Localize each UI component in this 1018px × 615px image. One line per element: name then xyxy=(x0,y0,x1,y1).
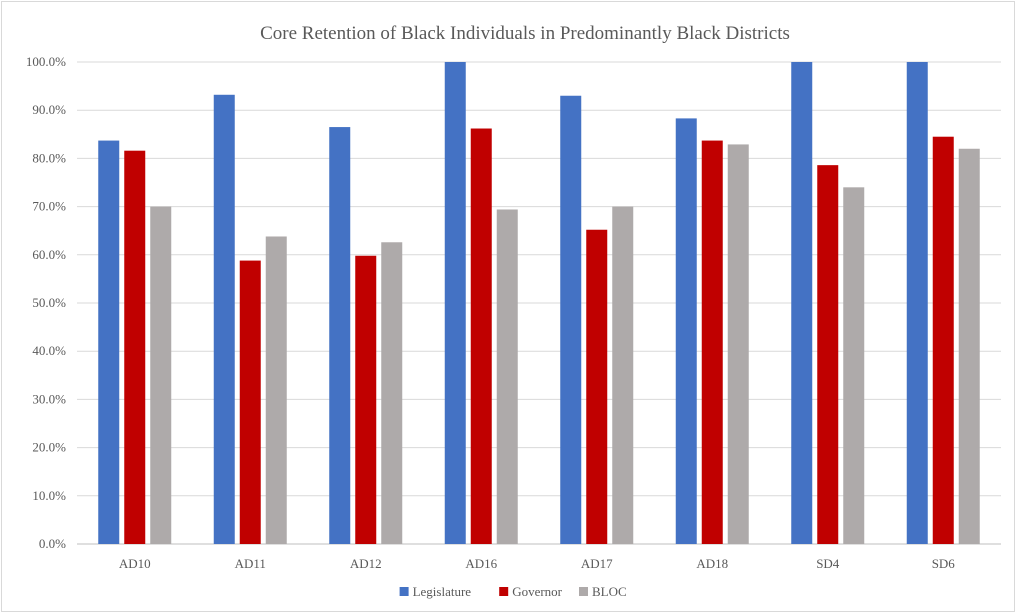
bar-bloc-ad16 xyxy=(496,209,518,544)
x-tick-label: SD4 xyxy=(816,556,840,571)
y-tick-label: 100.0% xyxy=(26,54,66,69)
y-tick-label: 50.0% xyxy=(32,295,66,310)
bar-bloc-ad10 xyxy=(150,206,172,544)
bar-governor-sd4 xyxy=(817,165,839,544)
x-tick-label: AD10 xyxy=(119,556,151,571)
x-tick-label: AD17 xyxy=(581,556,613,571)
bar-legislature-ad18 xyxy=(675,118,697,545)
bar-legislature-ad17 xyxy=(560,95,582,545)
bar-governor-ad18 xyxy=(701,140,723,545)
y-tick-label: 20.0% xyxy=(32,440,66,455)
bar-bloc-ad11 xyxy=(265,236,287,544)
y-tick-label: 40.0% xyxy=(32,343,66,358)
legend-label-bloc: BLOC xyxy=(592,584,627,599)
legend-swatch-governor xyxy=(499,587,509,596)
bar-legislature-ad12 xyxy=(329,127,351,544)
x-tick-label: AD16 xyxy=(465,556,497,571)
bar-legislature-sd6 xyxy=(906,62,928,544)
bars xyxy=(98,62,980,545)
bar-governor-ad11 xyxy=(239,260,261,544)
bar-governor-sd6 xyxy=(932,136,954,544)
bar-bloc-ad17 xyxy=(612,206,634,544)
y-tick-label: 80.0% xyxy=(32,150,66,165)
bar-bloc-ad18 xyxy=(727,144,749,544)
x-tick-label: AD11 xyxy=(235,556,266,571)
bar-governor-ad16 xyxy=(470,128,492,545)
y-tick-label: 0.0% xyxy=(39,536,66,551)
bar-governor-ad12 xyxy=(355,255,377,544)
legend-swatch-bloc xyxy=(579,587,588,596)
bar-legislature-ad16 xyxy=(444,62,466,544)
legend: Legislature Governor BLOC xyxy=(399,584,627,599)
bar-governor-ad17 xyxy=(586,229,608,544)
x-tick-label: AD12 xyxy=(350,556,382,571)
y-axis-ticks: 0.0% 10.0% 20.0% 30.0% 40.0% 50.0% 60.0% 70.0% 8… xyxy=(26,54,66,551)
legend-swatch-legislature xyxy=(399,587,409,596)
bar-bloc-ad12 xyxy=(381,242,403,544)
y-tick-label: 70.0% xyxy=(32,199,66,214)
bar-bloc-sd6 xyxy=(958,148,980,544)
bar-legislature-ad10 xyxy=(98,140,120,545)
chart-title: Core Retention of Black Individuals in P… xyxy=(260,23,790,44)
legend-label-governor: Governor xyxy=(512,584,562,599)
y-tick-label: 90.0% xyxy=(32,102,66,117)
x-tick-label: SD6 xyxy=(932,556,956,571)
bar-bloc-sd4 xyxy=(843,187,865,544)
bar-legislature-sd4 xyxy=(791,62,813,544)
x-axis-ticks: AD10 AD11 AD12 AD16 AD17 AD18 SD4 SD6 xyxy=(119,556,955,571)
legend-label-legislature: Legislature xyxy=(413,584,472,599)
y-tick-label: 60.0% xyxy=(32,247,66,262)
bar-legislature-ad11 xyxy=(213,94,235,544)
x-tick-label: AD18 xyxy=(696,556,728,571)
y-tick-label: 10.0% xyxy=(32,488,66,503)
y-tick-label: 30.0% xyxy=(32,391,66,406)
bar-governor-ad10 xyxy=(124,150,146,545)
